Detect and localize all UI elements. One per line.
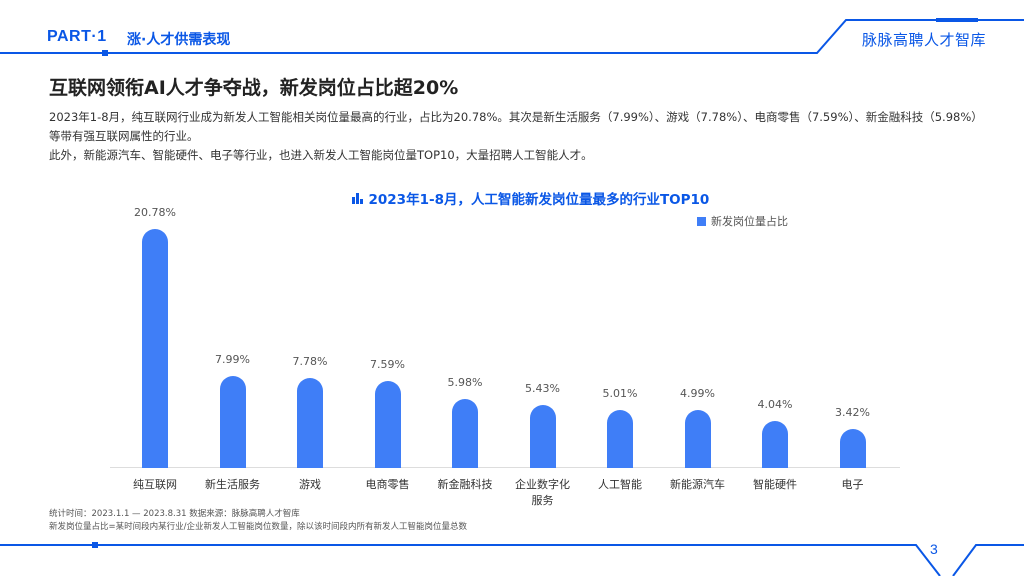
bar xyxy=(607,410,633,468)
page-title: 互联网领衔AI人才争夺战，新发岗位占比超20% xyxy=(49,77,459,99)
bar-value-label: 4.04% xyxy=(757,398,793,411)
bar xyxy=(374,381,401,468)
bar-value-label: 5.43% xyxy=(525,382,560,395)
bar xyxy=(219,376,246,468)
bar-group: 4.04% xyxy=(736,200,814,468)
description: 2023年1-8月，纯互联网行业成为新发人工智能相关岗位量最高的行业，占比为20… xyxy=(49,108,984,165)
bar-chart-plot: 20.78% 7.99% 7.78% 7.59% 5.98% 5.43% 5.01% 4.99… xyxy=(110,200,900,468)
category-label: 游戏 xyxy=(299,478,321,491)
footnote-line-2: 新发岗位量占比=某时间段内某行业/企业新发人工智能岗位数量，除以该时间段内所有新… xyxy=(49,522,467,532)
bar-group: 20.78% xyxy=(116,200,194,468)
footnote: 统计时间：2023.1.1 — 2023.8.31 数据来源：脉脉高聘人才智库 … xyxy=(49,508,467,534)
bar-value-label: 5.98% xyxy=(447,376,483,389)
legend-label: 新发岗位量占比 xyxy=(711,215,788,228)
bar-value-label: 3.42% xyxy=(835,406,870,419)
bar-chart-icon xyxy=(352,192,363,204)
footnote-line-1: 统计时间：2023.1.1 — 2023.8.31 数据来源：脉脉高聘人才智库 xyxy=(49,509,300,519)
page-number: 3 xyxy=(930,541,938,557)
bar-value-label: 7.59% xyxy=(370,358,405,371)
bar xyxy=(762,421,788,468)
bar-value-label: 7.99% xyxy=(215,353,250,366)
category-label: 新能源汽车 xyxy=(670,478,725,491)
bar xyxy=(142,229,168,468)
category-label: 智能硬件 xyxy=(753,478,797,491)
category-label: 新金融科技 xyxy=(437,478,493,491)
category-label: 电商零售 xyxy=(365,478,410,491)
bar xyxy=(297,378,323,468)
bar-value-label: 7.78% xyxy=(292,355,328,368)
bar-group: 4.99% xyxy=(659,200,737,468)
category-label: 人工智能 xyxy=(598,478,642,491)
bar-group: 5.98% xyxy=(426,200,504,468)
bar xyxy=(529,405,556,468)
chart-title: 2023年1-8月，人工智能新发岗位量最多的行业TOP10 xyxy=(352,188,709,208)
bar-group: 7.78% xyxy=(271,200,349,468)
bar-value-label: 5.01% xyxy=(602,387,638,400)
section-label: 涨·人才供需表现 xyxy=(127,32,231,48)
bar-group: 7.99% xyxy=(194,200,272,468)
bar-group: 3.42% xyxy=(814,200,892,468)
bar-group: 7.59% xyxy=(349,200,427,468)
category-label: 新生活服务 xyxy=(205,478,260,491)
bar-group: 5.43% xyxy=(504,200,582,468)
description-paragraph-2: 此外，新能源汽车、智能硬件、电子等行业，也进入新发人工智能岗位量TOP10，大量… xyxy=(49,148,593,162)
bar-value-label: 20.78% xyxy=(134,206,176,219)
category-label: 企业数字化 服务 xyxy=(515,478,570,507)
category-label: 纯互联网 xyxy=(133,478,177,491)
bar xyxy=(452,399,478,468)
bar xyxy=(684,410,711,468)
bar-value-label: 4.99% xyxy=(680,387,715,400)
description-paragraph-1: 2023年1-8月，纯互联网行业成为新发人工智能相关岗位量最高的行业，占比为20… xyxy=(49,110,983,143)
chart-baseline xyxy=(110,467,900,468)
chart-legend: 新发岗位量占比 xyxy=(697,213,788,229)
brand-label: 脉脉高聘人才智库 xyxy=(862,31,987,49)
bar-group: 5.01% xyxy=(581,200,659,468)
legend-swatch xyxy=(697,216,706,226)
chart-title-text: 2023年1-8月，人工智能新发岗位量最多的行业TOP10 xyxy=(368,192,710,208)
bar xyxy=(839,429,866,468)
category-label: 电子 xyxy=(841,478,864,491)
part-label: PART·1 xyxy=(47,28,107,45)
